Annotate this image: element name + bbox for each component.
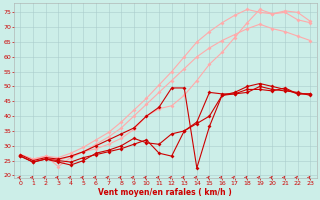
X-axis label: Vent moyen/en rafales ( km/h ): Vent moyen/en rafales ( km/h ) xyxy=(99,188,232,197)
